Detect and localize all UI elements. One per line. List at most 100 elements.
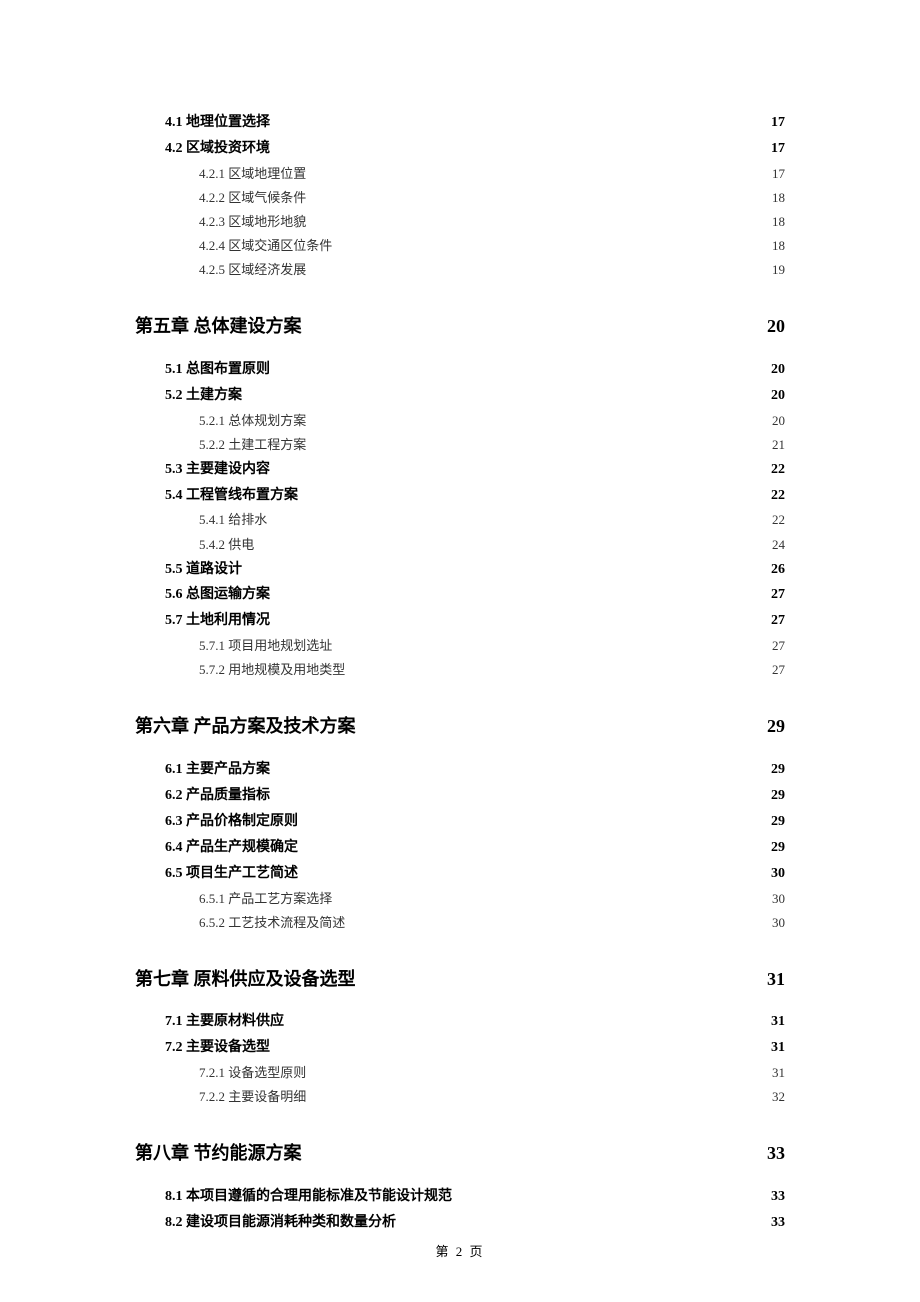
toc-entry-page: 18 bbox=[772, 234, 785, 258]
toc-entry-label: 5.4.1 给排水 bbox=[199, 508, 267, 532]
toc-entry-label: 7.2.1 设备选型原则 bbox=[199, 1061, 306, 1085]
toc-entry-label: 7.1 主要原材料供应 bbox=[165, 1009, 284, 1035]
toc-entry-page: 32 bbox=[772, 1085, 785, 1109]
toc-entry-label: 5.2 土建方案 bbox=[165, 383, 242, 409]
toc-entry: 6.5 项目生产工艺简述30 bbox=[165, 861, 785, 887]
toc-entry: 6.5.1 产品工艺方案选择30 bbox=[199, 887, 785, 911]
toc-entry-label: 5.4 工程管线布置方案 bbox=[165, 483, 298, 509]
toc-entry-label: 7.2.2 主要设备明细 bbox=[199, 1085, 306, 1109]
toc-entry-page: 29 bbox=[771, 835, 785, 861]
toc-entry-label: 4.1 地理位置选择 bbox=[165, 110, 270, 136]
toc-entry: 6.4 产品生产规模确定 29 bbox=[165, 835, 785, 861]
toc-entry: 4.2.4 区域交通区位条件18 bbox=[199, 234, 785, 258]
toc-entry-page: 30 bbox=[772, 911, 785, 935]
toc-entry-label: 5.7.1 项目用地规划选址 bbox=[199, 634, 332, 658]
toc-entry-page: 31 bbox=[771, 1035, 785, 1061]
toc-entry-label: 8.2 建设项目能源消耗种类和数量分析 bbox=[165, 1210, 396, 1236]
toc-entry: 7.2.1 设备选型原则31 bbox=[199, 1061, 785, 1085]
toc-entry-page: 22 bbox=[771, 483, 785, 509]
toc-entry: 第五章 总体建设方案 20 bbox=[135, 312, 785, 341]
toc-entry: 8.2 建设项目能源消耗种类和数量分析 33 bbox=[165, 1210, 785, 1236]
page-footer: 第 2 页 bbox=[0, 1241, 920, 1260]
toc-entry-label: 5.4.2 供电 bbox=[199, 533, 254, 557]
toc-entry-page: 27 bbox=[772, 634, 785, 658]
toc-entry: 5.4 工程管线布置方案 22 bbox=[165, 483, 785, 509]
toc-entry-label: 6.5.2 工艺技术流程及简述 bbox=[199, 911, 345, 935]
toc-entry-page: 27 bbox=[771, 608, 785, 634]
toc-entry: 4.2.2 区域气候条件18 bbox=[199, 186, 785, 210]
toc-entry-page: 17 bbox=[771, 110, 785, 136]
toc-entry: 5.3 主要建设内容 22 bbox=[165, 457, 785, 483]
toc-entry: 5.6 总图运输方案 27 bbox=[165, 582, 785, 608]
toc-entry: 7.2.2 主要设备明细 32 bbox=[199, 1085, 785, 1109]
toc-entry-label: 5.7.2 用地规模及用地类型 bbox=[199, 658, 345, 682]
toc-entry-page: 20 bbox=[771, 357, 785, 383]
toc-entry: 5.1 总图布置原则 20 bbox=[165, 357, 785, 383]
toc-entry: 第六章 产品方案及技术方案29 bbox=[135, 712, 785, 741]
toc-entry-page: 20 bbox=[767, 312, 785, 341]
toc-entry-page: 27 bbox=[771, 582, 785, 608]
toc-entry: 7.1 主要原材料供应 31 bbox=[165, 1009, 785, 1035]
toc-entry-page: 31 bbox=[771, 1009, 785, 1035]
toc-entry-label: 第五章 总体建设方案 bbox=[135, 312, 302, 341]
toc-entry-label: 5.7 土地利用情况 bbox=[165, 608, 270, 634]
toc-entry-page: 21 bbox=[772, 433, 785, 457]
toc-entry-label: 7.2 主要设备选型 bbox=[165, 1035, 270, 1061]
toc-entry-label: 第八章 节约能源方案 bbox=[135, 1139, 302, 1168]
toc-entry: 6.2 产品质量指标29 bbox=[165, 783, 785, 809]
toc-entry-page: 22 bbox=[772, 508, 785, 532]
toc-entry-page: 24 bbox=[772, 533, 785, 557]
toc-entry-page: 29 bbox=[767, 712, 785, 741]
toc-entry: 5.4.1 给排水 22 bbox=[199, 508, 785, 532]
toc-entry-page: 19 bbox=[772, 258, 785, 282]
toc-entry-page: 22 bbox=[771, 457, 785, 483]
toc-entry-label: 4.2 区域投资环境 bbox=[165, 136, 270, 162]
toc-entry-page: 31 bbox=[767, 965, 785, 994]
toc-entry-label: 5.1 总图布置原则 bbox=[165, 357, 270, 383]
toc-entry: 5.2.1 总体规划方案 20 bbox=[199, 409, 785, 433]
toc-entry: 4.1 地理位置选择 17 bbox=[165, 110, 785, 136]
toc-entry: 6.1 主要产品方案29 bbox=[165, 757, 785, 783]
toc-entry: 8.1 本项目遵循的合理用能标准及节能设计规范 33 bbox=[165, 1184, 785, 1210]
toc-entry-page: 26 bbox=[771, 557, 785, 583]
toc-entry-page: 20 bbox=[772, 409, 785, 433]
toc-entry-label: 4.2.5 区域经济发展 bbox=[199, 258, 306, 282]
toc-entry-label: 5.2.2 土建工程方案 bbox=[199, 433, 306, 457]
toc-entry-label: 5.6 总图运输方案 bbox=[165, 582, 270, 608]
toc-entry-page: 29 bbox=[771, 809, 785, 835]
toc-entry-page: 33 bbox=[771, 1210, 785, 1236]
toc-entry-label: 5.2.1 总体规划方案 bbox=[199, 409, 306, 433]
toc-entry: 5.5 道路设计 26 bbox=[165, 557, 785, 583]
toc-entry-page: 17 bbox=[772, 162, 785, 186]
toc-entry: 7.2 主要设备选型 31 bbox=[165, 1035, 785, 1061]
toc-entry: 6.3 产品价格制定原则 29 bbox=[165, 809, 785, 835]
toc-entry-label: 6.5.1 产品工艺方案选择 bbox=[199, 887, 332, 911]
toc-entry: 6.5.2 工艺技术流程及简述 30 bbox=[199, 911, 785, 935]
toc-entry: 4.2.1 区域地理位置 17 bbox=[199, 162, 785, 186]
toc-entry: 5.2 土建方案 20 bbox=[165, 383, 785, 409]
toc-entry-page: 18 bbox=[772, 210, 785, 234]
toc-entry-page: 27 bbox=[772, 658, 785, 682]
toc-entry: 4.2.3 区域地形地貌18 bbox=[199, 210, 785, 234]
toc-entry-label: 6.2 产品质量指标 bbox=[165, 783, 270, 809]
toc-entry: 第八章 节约能源方案33 bbox=[135, 1139, 785, 1168]
toc-entry-page: 20 bbox=[771, 383, 785, 409]
toc-entry-label: 6.3 产品价格制定原则 bbox=[165, 809, 298, 835]
table-of-contents: 4.1 地理位置选择174.2 区域投资环境174.2.1 区域地理位置174.… bbox=[135, 110, 785, 1236]
toc-entry-label: 6.1 主要产品方案 bbox=[165, 757, 270, 783]
toc-entry: 5.2.2 土建工程方案 21 bbox=[199, 433, 785, 457]
toc-entry: 5.4.2 供电 24 bbox=[199, 533, 785, 557]
toc-entry: 4.2.5 区域经济发展 19 bbox=[199, 258, 785, 282]
toc-entry-label: 5.3 主要建设内容 bbox=[165, 457, 270, 483]
toc-entry-page: 18 bbox=[772, 186, 785, 210]
toc-entry-label: 6.4 产品生产规模确定 bbox=[165, 835, 298, 861]
toc-entry-label: 4.2.1 区域地理位置 bbox=[199, 162, 306, 186]
toc-entry: 第七章 原料供应及设备选型31 bbox=[135, 965, 785, 994]
toc-entry-label: 8.1 本项目遵循的合理用能标准及节能设计规范 bbox=[165, 1184, 452, 1210]
toc-entry: 4.2 区域投资环境 17 bbox=[165, 136, 785, 162]
toc-entry: 5.7 土地利用情况 27 bbox=[165, 608, 785, 634]
toc-entry-label: 5.5 道路设计 bbox=[165, 557, 242, 583]
toc-entry-page: 33 bbox=[771, 1184, 785, 1210]
toc-entry-page: 17 bbox=[771, 136, 785, 162]
toc-entry-label: 6.5 项目生产工艺简述 bbox=[165, 861, 298, 887]
